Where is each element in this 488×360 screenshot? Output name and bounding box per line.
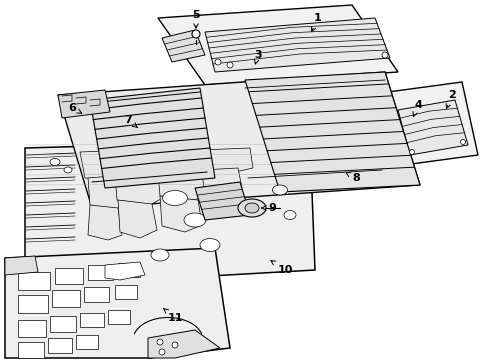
Polygon shape	[200, 148, 252, 172]
Ellipse shape	[162, 190, 187, 206]
Polygon shape	[88, 175, 130, 210]
Polygon shape	[5, 248, 229, 358]
Text: 2: 2	[445, 90, 455, 108]
Circle shape	[172, 342, 178, 348]
Ellipse shape	[64, 167, 72, 173]
Circle shape	[157, 339, 163, 345]
Polygon shape	[108, 310, 130, 324]
Polygon shape	[195, 182, 249, 220]
Circle shape	[408, 149, 414, 154]
Text: 1: 1	[311, 13, 321, 32]
Polygon shape	[155, 148, 209, 175]
Polygon shape	[115, 285, 137, 299]
Polygon shape	[18, 342, 44, 358]
Text: 8: 8	[345, 172, 359, 183]
Polygon shape	[158, 168, 209, 200]
Polygon shape	[80, 313, 104, 327]
Polygon shape	[244, 72, 419, 192]
Polygon shape	[110, 149, 164, 178]
Circle shape	[460, 139, 465, 144]
Polygon shape	[5, 256, 38, 275]
Polygon shape	[18, 272, 50, 290]
Polygon shape	[162, 30, 204, 62]
Text: 10: 10	[270, 261, 292, 275]
Ellipse shape	[50, 158, 60, 166]
Polygon shape	[88, 265, 113, 280]
Polygon shape	[90, 88, 215, 188]
Ellipse shape	[200, 238, 220, 252]
Text: 11: 11	[163, 309, 183, 323]
Circle shape	[192, 30, 200, 38]
Ellipse shape	[238, 199, 265, 217]
Polygon shape	[158, 5, 397, 85]
Ellipse shape	[284, 211, 295, 220]
Polygon shape	[18, 295, 48, 313]
Polygon shape	[118, 263, 140, 277]
Polygon shape	[58, 72, 419, 208]
Polygon shape	[115, 170, 168, 205]
Text: 4: 4	[412, 100, 421, 116]
Polygon shape	[88, 205, 122, 240]
Polygon shape	[52, 290, 80, 307]
Ellipse shape	[183, 213, 205, 227]
Text: 6: 6	[68, 103, 81, 113]
Polygon shape	[160, 196, 202, 232]
Polygon shape	[76, 335, 98, 349]
Polygon shape	[48, 338, 72, 353]
Circle shape	[226, 62, 232, 68]
Circle shape	[381, 52, 387, 58]
Polygon shape	[58, 90, 110, 118]
Text: 9: 9	[261, 203, 275, 213]
Text: 3: 3	[254, 50, 261, 64]
Circle shape	[159, 349, 164, 355]
Polygon shape	[387, 82, 477, 165]
Polygon shape	[55, 268, 83, 284]
Ellipse shape	[272, 185, 287, 195]
Polygon shape	[118, 200, 157, 238]
Text: 7: 7	[124, 115, 137, 127]
Ellipse shape	[244, 203, 259, 213]
Circle shape	[215, 59, 221, 65]
Ellipse shape	[151, 249, 169, 261]
Polygon shape	[25, 140, 314, 282]
Polygon shape	[50, 316, 76, 332]
Polygon shape	[105, 262, 145, 280]
Text: 5: 5	[192, 10, 200, 28]
Polygon shape	[204, 18, 389, 72]
Polygon shape	[80, 150, 135, 180]
Polygon shape	[397, 100, 467, 155]
Polygon shape	[148, 330, 220, 358]
Polygon shape	[18, 320, 46, 337]
Polygon shape	[84, 287, 109, 302]
Polygon shape	[202, 168, 242, 195]
